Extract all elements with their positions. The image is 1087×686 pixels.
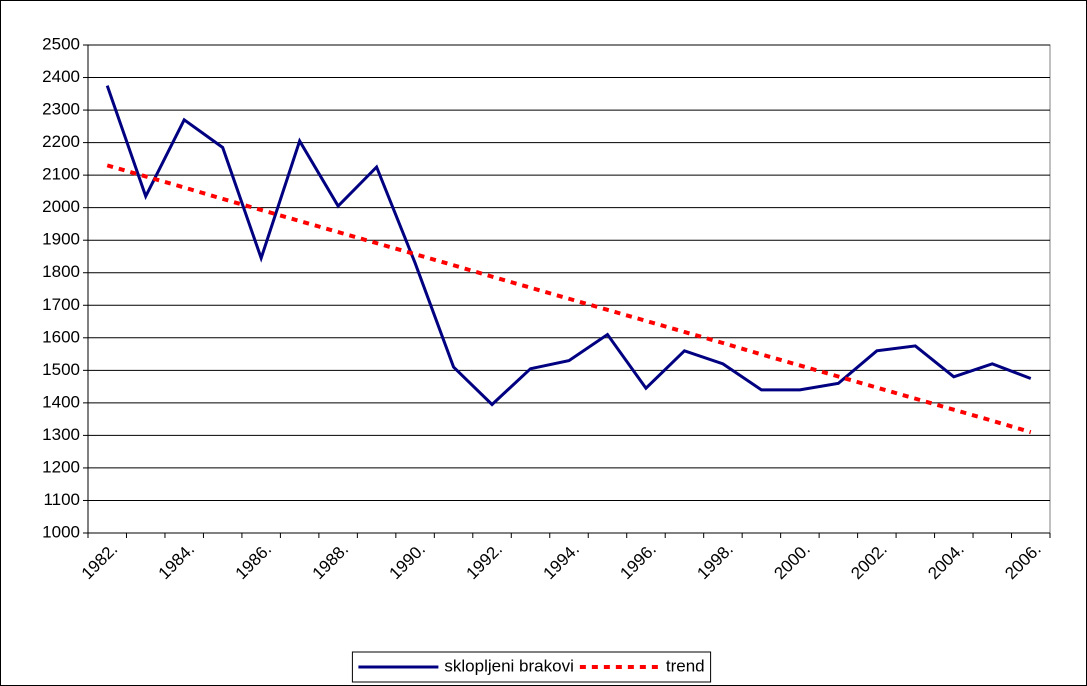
series-line [105,85,1032,407]
y-tick-label: 2200 [42,132,80,151]
plot-area [87,44,1051,534]
y-tick-label: 2500 [42,34,80,53]
y-tick-label: 2000 [42,197,80,216]
legend-label: sklopljeni brakovi [444,656,573,675]
legend-label: trend [666,656,705,675]
y-tick-label: 1100 [43,490,80,509]
y-tick-label: 1000 [42,522,80,541]
y-tick-label: 1700 [42,295,80,314]
y-tick-label: 1300 [42,425,80,444]
y-tick-label: 2100 [42,165,80,184]
y-tick-label: 1200 [42,457,80,476]
y-tick-label: 2400 [42,67,80,86]
y-tick-label: 1400 [42,392,80,411]
y-tick-label: 1500 [42,360,80,379]
y-tick-label: 1900 [42,230,80,249]
y-tick-label: 1800 [42,262,80,281]
y-tick-label: 2300 [42,100,80,119]
legend: sklopljeni brakovi trend [351,651,712,683]
y-tick-label: 1600 [42,327,80,346]
series-line [106,163,1032,435]
